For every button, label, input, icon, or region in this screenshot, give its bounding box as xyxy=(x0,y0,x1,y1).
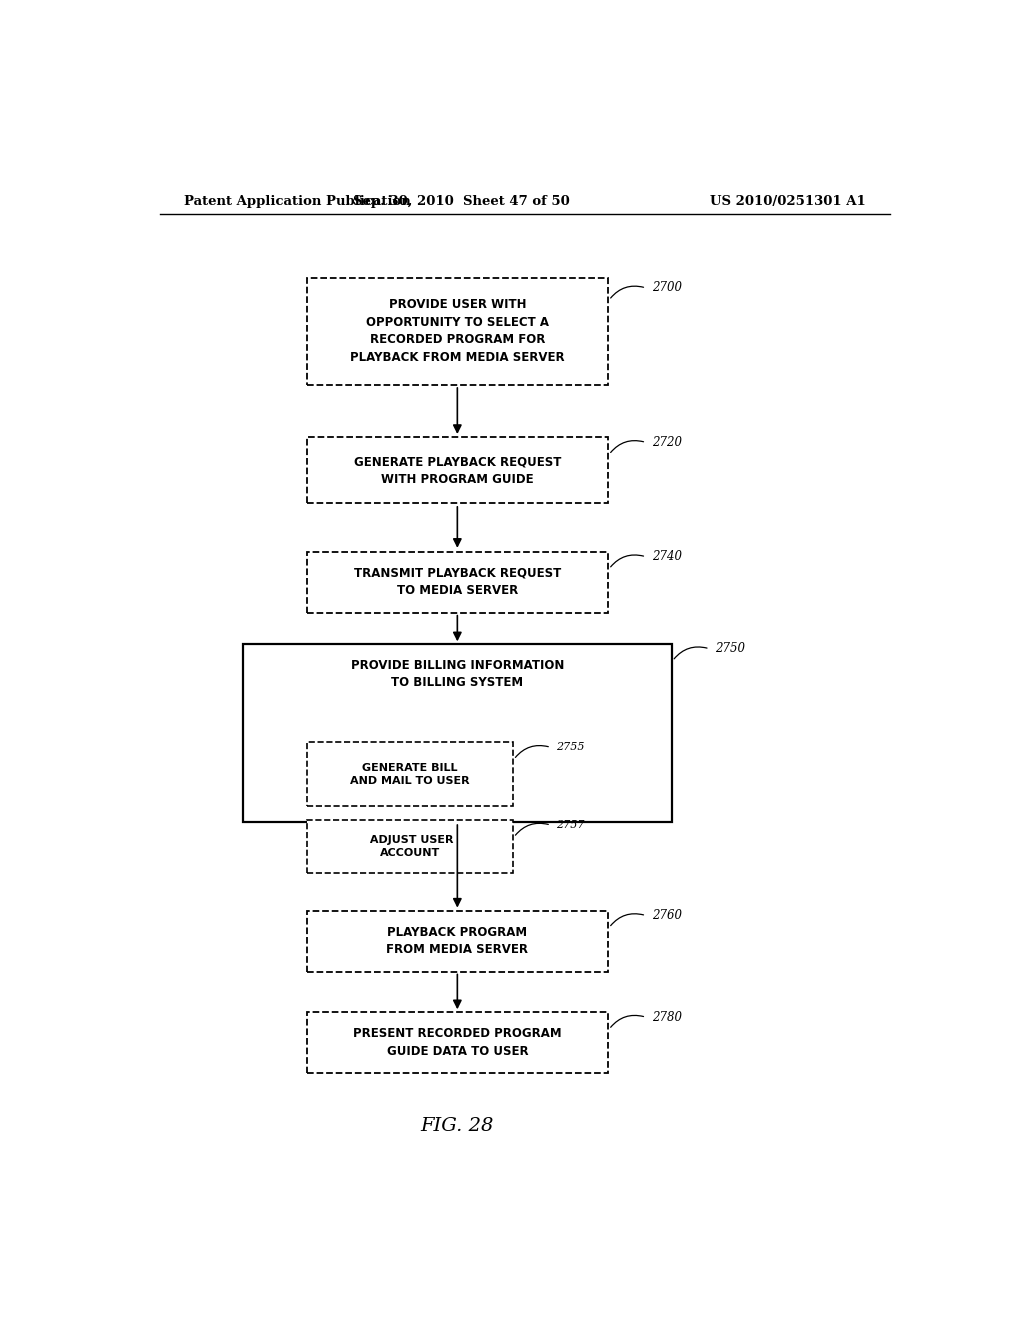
Text: Sep. 30, 2010  Sheet 47 of 50: Sep. 30, 2010 Sheet 47 of 50 xyxy=(353,194,569,207)
Text: 2755: 2755 xyxy=(557,742,585,752)
Bar xyxy=(306,820,513,873)
Text: FIG. 28: FIG. 28 xyxy=(421,1117,494,1135)
Text: TRANSMIT PLAYBACK REQUEST
TO MEDIA SERVER: TRANSMIT PLAYBACK REQUEST TO MEDIA SERVE… xyxy=(353,568,561,598)
Bar xyxy=(306,277,608,384)
Text: Patent Application Publication: Patent Application Publication xyxy=(183,194,411,207)
Text: GENERATE PLAYBACK REQUEST
WITH PROGRAM GUIDE: GENERATE PLAYBACK REQUEST WITH PROGRAM G… xyxy=(353,455,561,486)
Bar xyxy=(306,742,513,807)
Text: PROVIDE BILLING INFORMATION
TO BILLING SYSTEM: PROVIDE BILLING INFORMATION TO BILLING S… xyxy=(350,659,564,689)
Bar xyxy=(306,1012,608,1073)
Bar xyxy=(306,911,608,972)
Text: 2760: 2760 xyxy=(652,909,682,923)
Text: 2757: 2757 xyxy=(557,820,585,830)
Text: PRESENT RECORDED PROGRAM
GUIDE DATA TO USER: PRESENT RECORDED PROGRAM GUIDE DATA TO U… xyxy=(353,1027,561,1057)
Text: PROVIDE USER WITH
OPPORTUNITY TO SELECT A
RECORDED PROGRAM FOR
PLAYBACK FROM MED: PROVIDE USER WITH OPPORTUNITY TO SELECT … xyxy=(350,298,564,364)
Text: 2720: 2720 xyxy=(652,436,682,449)
Text: ADJUST USER
ACCOUNT: ADJUST USER ACCOUNT xyxy=(366,834,454,858)
Text: US 2010/0251301 A1: US 2010/0251301 A1 xyxy=(711,194,866,207)
Bar xyxy=(306,437,608,503)
Text: 2780: 2780 xyxy=(652,1011,682,1024)
Text: PLAYBACK PROGRAM
FROM MEDIA SERVER: PLAYBACK PROGRAM FROM MEDIA SERVER xyxy=(386,925,528,956)
Text: 2740: 2740 xyxy=(652,550,682,564)
Text: 2750: 2750 xyxy=(716,643,745,655)
Bar xyxy=(243,644,672,821)
Text: 2700: 2700 xyxy=(652,281,682,294)
Bar xyxy=(306,552,608,612)
Text: GENERATE BILL
AND MAIL TO USER: GENERATE BILL AND MAIL TO USER xyxy=(350,763,470,787)
